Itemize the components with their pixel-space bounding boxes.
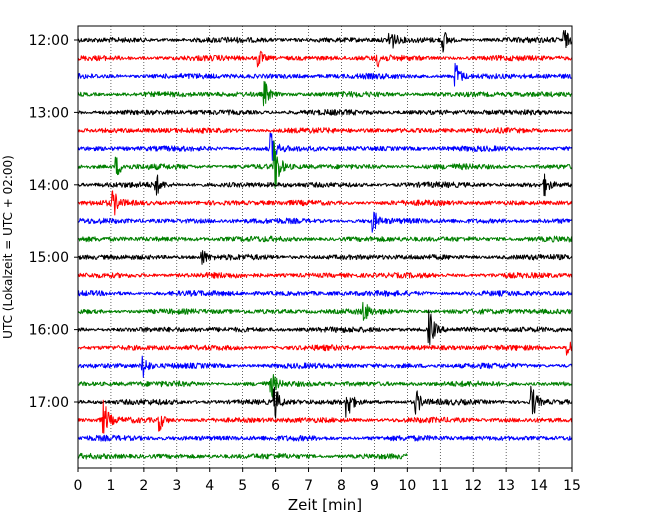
x-tick-label: 2 — [139, 478, 148, 494]
y-ticks: 12:00 13:00 14:00 15:00 16:00 17:00 — [29, 33, 78, 411]
x-tick-label: 4 — [205, 478, 214, 494]
seismogram-trace — [77, 434, 573, 442]
x-tick-label: 6 — [271, 478, 280, 494]
seismogram-trace — [77, 250, 573, 265]
x-tick-label: 3 — [172, 478, 181, 494]
x-tick-label: 14 — [530, 478, 548, 494]
x-axis-label: Zeit [min] — [288, 496, 362, 514]
seismogram-trace — [77, 271, 573, 279]
seismogram-trace — [77, 341, 573, 356]
seismogram-trace — [77, 127, 573, 134]
x-ticks: 0 1 2 3 4 5 6 7 8 9 10 11 12 13 14 15 — [74, 468, 581, 494]
x-tick-label: 10 — [398, 478, 416, 494]
seismogram-trace — [77, 173, 573, 197]
y-tick-label: 15:00 — [29, 250, 69, 266]
seismogram-trace — [77, 355, 573, 378]
seismogram-trace — [77, 50, 573, 68]
seismogram-trace — [77, 385, 573, 419]
seismogram-trace — [77, 211, 573, 233]
plot-frame — [77, 25, 573, 469]
seismogram-trace — [77, 373, 573, 398]
seismogram-trace — [77, 399, 573, 434]
x-tick-label: 9 — [370, 478, 379, 494]
seismogram-trace — [77, 29, 573, 53]
x-tick-label: 0 — [74, 478, 83, 494]
x-tick-label: 8 — [337, 478, 346, 494]
seismogram-trace — [77, 108, 573, 116]
x-tick-label: 13 — [497, 478, 515, 494]
seismogram-trace — [77, 132, 573, 162]
y-axis-label: UTC (Lokalzeit = UTC + 02:00) — [1, 155, 15, 339]
seismogram-trace — [77, 452, 408, 460]
x-tick-label: 5 — [238, 478, 247, 494]
seismogram-trace — [77, 289, 573, 297]
x-tick-label: 1 — [106, 478, 115, 494]
y-tick-label: 12:00 — [29, 33, 69, 49]
seismogram-trace — [77, 190, 573, 216]
seismogram-trace — [77, 301, 573, 321]
y-tick-label: 14:00 — [29, 178, 69, 194]
x-tick-label: 15 — [563, 478, 581, 494]
y-tick-label: 13:00 — [29, 105, 69, 121]
seismogram-trace — [77, 235, 573, 243]
seismogram-trace — [77, 80, 573, 107]
seismogram-trace — [77, 62, 573, 87]
seismogram-trace — [77, 140, 573, 189]
y-tick-label: 16:00 — [29, 323, 69, 339]
trace-group — [77, 29, 573, 460]
seismogram-trace — [77, 309, 573, 346]
y-tick-label: 17:00 — [29, 395, 69, 411]
x-tick-label: 12 — [464, 478, 482, 494]
x-tick-label: 11 — [431, 478, 449, 494]
x-tick-label: 7 — [304, 478, 313, 494]
